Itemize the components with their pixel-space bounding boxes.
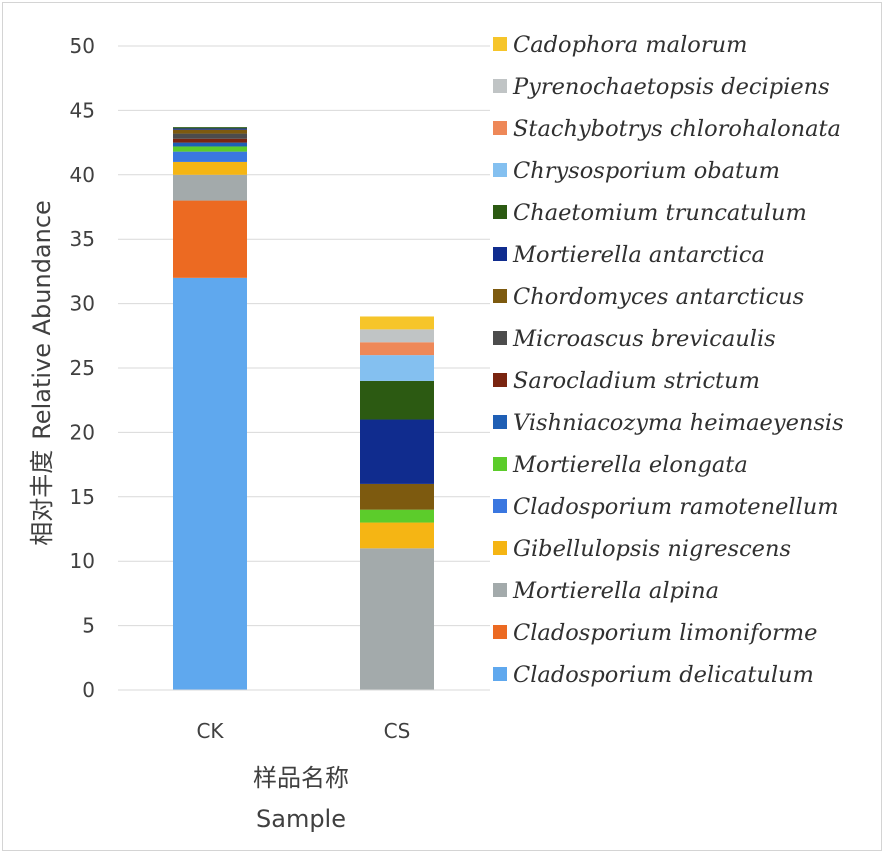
legend-swatch <box>493 121 507 135</box>
legend-swatch <box>493 583 507 597</box>
legend-swatch <box>493 457 507 471</box>
bar-segment <box>360 342 434 356</box>
legend-label: Pyrenochaetopsis decipiens <box>512 74 830 100</box>
bar-segment <box>173 133 247 139</box>
legend-label: Cladosporium ramotenellum <box>513 494 839 520</box>
stacked-bar-chart: 0 5 10 15 20 25 30 35 40 45 50 CK CS 样品名称 Sample 相对… <box>28 32 844 833</box>
bar-segment <box>173 277 247 690</box>
bar-segment <box>360 355 434 381</box>
legend-label: Cadophora malorum <box>513 32 747 58</box>
legend-swatch <box>493 163 507 177</box>
y-tick-label: 10 <box>70 549 95 573</box>
legend-swatch <box>493 247 507 261</box>
bar-segment <box>173 146 247 152</box>
y-tick-label: 20 <box>70 420 95 444</box>
bar-segment <box>360 316 434 330</box>
bar-segment <box>173 174 247 201</box>
y-axis-title-zh: 相对丰度 <box>28 450 56 546</box>
y-tick-label: 5 <box>82 614 95 638</box>
bar-segment <box>173 129 247 134</box>
y-tick-label: 30 <box>70 292 95 316</box>
bar-segment <box>173 161 247 175</box>
bar-segment <box>360 380 434 420</box>
x-category-label: CK <box>196 719 224 743</box>
bar-segment <box>173 151 247 162</box>
legend-swatch <box>493 499 507 513</box>
legend-label: Sarocladium strictum <box>513 368 760 394</box>
y-tick-label: 25 <box>70 356 95 380</box>
legend-swatch <box>493 289 507 303</box>
bar-segment <box>173 142 247 147</box>
x-axis-title-zh: 样品名称 <box>253 764 349 792</box>
bar-segment <box>360 548 434 690</box>
y-axis-title: 相对丰度 Relative Abundance <box>28 200 56 546</box>
bar-segment <box>360 329 434 343</box>
legend-label: Vishniacozyma heimaeyensis <box>513 410 844 436</box>
legend-swatch <box>493 37 507 51</box>
legend-swatch <box>493 331 507 345</box>
bar-segment <box>360 419 434 484</box>
legend-swatch <box>493 205 507 219</box>
legend-label: Chrysosporium obatum <box>513 158 780 184</box>
legend-swatch <box>493 415 507 429</box>
x-axis-title-en: Sample <box>256 805 346 833</box>
bars <box>173 127 434 690</box>
legend-label: Gibellulopsis nigrescens <box>513 536 791 562</box>
bar-segment <box>173 128 247 130</box>
legend-label: Mortierella alpina <box>512 578 719 604</box>
legend-label: Microascus brevicaulis <box>512 326 776 352</box>
y-axis-title-en: Relative Abundance <box>28 200 56 440</box>
y-tick-label: 45 <box>70 98 95 122</box>
legend-swatch <box>493 667 507 681</box>
legend-swatch <box>493 541 507 555</box>
x-axis-categories: CK CS <box>196 719 410 743</box>
legend-label: Cladosporium delicatulum <box>513 662 814 688</box>
legend: Cadophora malorum Pyrenochaetopsis decipi… <box>493 32 844 688</box>
legend-label: Mortierella elongata <box>512 452 748 478</box>
legend-label: Mortierella antarctica <box>512 242 765 268</box>
legend-swatch <box>493 79 507 93</box>
legend-swatch <box>493 373 507 387</box>
x-category-label: CS <box>384 719 411 743</box>
bar-segment <box>360 509 434 523</box>
bar-segment <box>173 138 247 143</box>
legend-swatch <box>493 625 507 639</box>
bar-segment <box>360 522 434 549</box>
bar-segment <box>173 200 247 278</box>
legend-label: Cladosporium limoniforme <box>513 620 817 646</box>
y-tick-label: 40 <box>70 163 95 187</box>
bar-segment <box>173 127 247 129</box>
y-tick-label: 15 <box>70 485 95 509</box>
y-axis-ticks: 0 5 10 15 20 25 30 35 40 45 50 <box>70 34 95 702</box>
y-axis-title-group: 相对丰度 Relative Abundance <box>28 200 56 546</box>
legend-label: Stachybotrys chlorohalonata <box>513 116 841 142</box>
y-tick-label: 50 <box>70 34 95 58</box>
legend-label: Chaetomium truncatulum <box>513 200 807 226</box>
y-tick-label: 35 <box>70 227 95 251</box>
legend-label: Chordomyces antarcticus <box>513 284 804 310</box>
y-tick-label: 0 <box>82 678 95 702</box>
bar-segment <box>360 483 434 510</box>
